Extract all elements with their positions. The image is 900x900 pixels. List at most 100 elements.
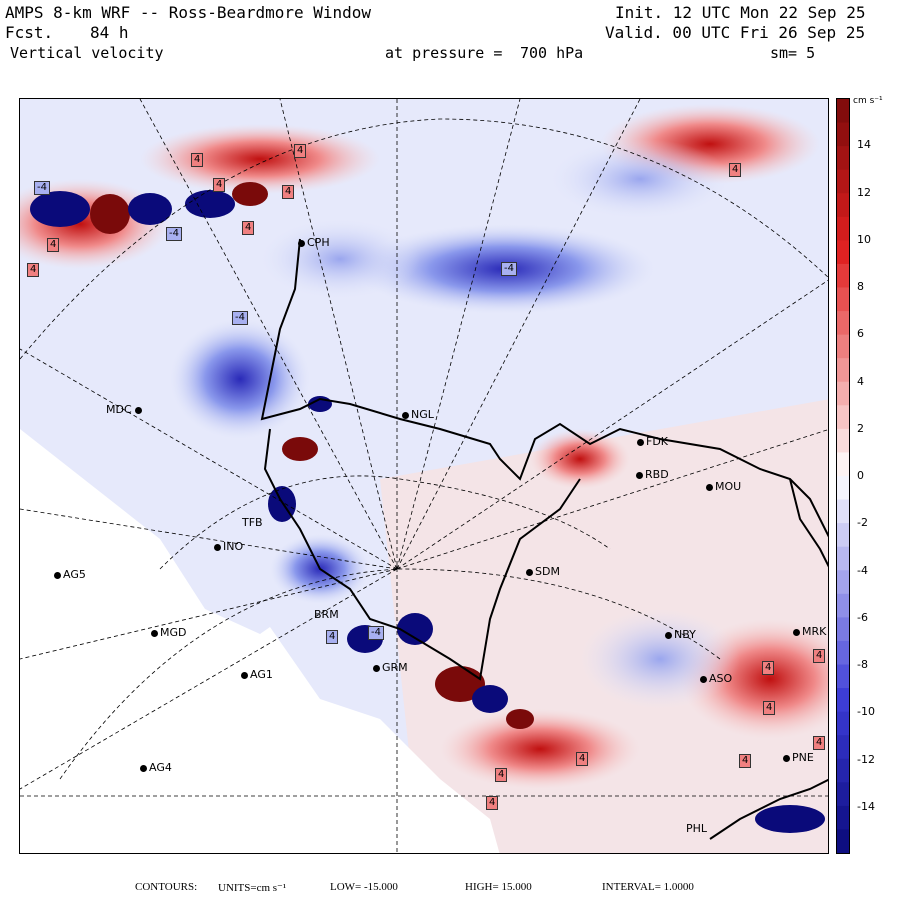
colorbar-segment <box>837 499 849 524</box>
station-cph[interactable]: CPH <box>298 236 330 249</box>
mountain-wave-nw <box>30 182 268 234</box>
station-rbd[interactable]: RBD <box>636 468 669 481</box>
coastline-southeast <box>709 778 828 840</box>
contour-label: 4 <box>762 661 775 675</box>
cell-blue-north <box>260 219 420 299</box>
cell-blue-ne <box>550 139 730 219</box>
forecast-label: Fcst. <box>5 23 54 42</box>
variable-name: Vertical velocity <box>10 44 164 62</box>
contour-label: -4 <box>368 626 384 640</box>
colorbar-fill <box>837 99 849 854</box>
contour-label: 4 <box>213 178 226 192</box>
colorbar-tick-label: 0 <box>857 469 864 482</box>
station-nby[interactable]: NBY <box>665 628 696 641</box>
colorbar-tick-label: -14 <box>857 799 875 813</box>
station-phl[interactable]: PHL <box>686 822 708 835</box>
contour-label: 4 <box>813 736 826 750</box>
valid-time: Valid. 00 UTC Fri 26 Sep 25 <box>605 23 866 42</box>
contour-label: 4 <box>27 263 40 277</box>
station-mgd[interactable]: MGD <box>151 626 187 639</box>
colorbar-segment <box>837 146 849 171</box>
colorbar-tick-label: -2 <box>857 516 868 530</box>
colorbar-segment <box>837 428 849 453</box>
colorbar-segment <box>837 711 849 736</box>
contour-label: 4 <box>282 185 295 199</box>
colorbar <box>836 98 850 854</box>
station-mdc[interactable]: MDC <box>106 403 144 416</box>
contour-label: 4 <box>763 701 776 715</box>
station-mrk[interactable]: MRK <box>793 625 826 638</box>
coastline-central <box>263 428 581 681</box>
contour-label: 4 <box>576 752 589 766</box>
colorbar-segment <box>837 546 849 571</box>
contour-label: -4 <box>166 227 182 241</box>
contour-label: 4 <box>739 754 752 768</box>
colorbar-segment <box>837 593 849 618</box>
level-label: at pressure = <box>385 44 503 62</box>
contour-label: 4 <box>47 238 60 252</box>
colorbar-segment <box>837 523 849 548</box>
footer-contours-label: CONTOURS: <box>135 881 198 893</box>
cell-red-nw <box>140 124 380 194</box>
contour-label: -4 <box>34 181 50 195</box>
contour-label: -4 <box>232 311 248 325</box>
contour-label: 4 <box>326 630 339 644</box>
vertical-velocity-map: CPH MDC NGL FDK RBD MOU TFB INO AG5 SDM … <box>19 98 829 854</box>
colorbar-tick-label: -10 <box>857 705 875 719</box>
init-time: Init. 12 UTC Mon 22 Sep 25 <box>615 3 866 22</box>
station-brm[interactable]: BRM <box>314 608 339 621</box>
contour-label: 4 <box>729 163 742 177</box>
footer-interval: INTERVAL= 1.0000 <box>602 881 694 893</box>
station-ag5[interactable]: AG5 <box>54 568 86 581</box>
coastline-east <box>789 478 828 568</box>
station-ngl[interactable]: NGL <box>402 408 434 421</box>
station-sdm[interactable]: SDM <box>526 565 560 578</box>
colorbar-segment <box>837 758 849 783</box>
colorbar-segment <box>837 381 849 406</box>
station-ino[interactable]: INO <box>214 540 243 553</box>
colorbar-tick-label: 12 <box>857 185 871 199</box>
contour-label: 4 <box>242 221 255 235</box>
cell-blue-west <box>170 319 310 439</box>
footer-units: UNITS=cm s⁻¹ <box>218 882 287 894</box>
colorbar-segment <box>837 782 849 807</box>
station-mou[interactable]: MOU <box>706 480 741 493</box>
colorbar-segment <box>837 263 849 288</box>
footer-high: HIGH= 15.000 <box>465 881 532 893</box>
colorbar-segment <box>837 617 849 642</box>
forecast-hour: 84 h <box>90 23 129 42</box>
colorbar-segment <box>837 287 849 312</box>
colorbar-segment <box>837 640 849 665</box>
colorbar-segment <box>837 570 849 595</box>
station-grm[interactable]: GRM <box>373 661 408 674</box>
colorbar-segment <box>837 805 849 830</box>
lat-lon-grid <box>20 99 828 853</box>
colorbar-segment <box>837 311 849 336</box>
map-title: AMPS 8-km WRF -- Ross-Beardmore Window <box>5 3 372 22</box>
map-canvas <box>20 99 828 853</box>
station-fdk[interactable]: FDK <box>637 435 668 448</box>
colorbar-tick-label: -12 <box>857 752 875 766</box>
colorbar-segment <box>837 99 849 124</box>
colorbar-segment <box>837 240 849 265</box>
colorbar-segment <box>837 358 849 383</box>
colorbar-segment <box>837 193 849 218</box>
colorbar-segment <box>837 405 849 430</box>
station-aso[interactable]: ASO <box>700 672 732 685</box>
colorbar-tick-label: 2 <box>857 421 864 435</box>
colorbar-segment <box>837 829 849 854</box>
contour-label: 4 <box>486 796 499 810</box>
station-pne[interactable]: PNE <box>783 751 814 764</box>
colorbar-tick-label: 8 <box>857 280 864 293</box>
smoothing-value: sm= 5 <box>770 44 816 62</box>
colorbar-segment <box>837 688 849 713</box>
cell-blue-se <box>580 609 740 709</box>
contour-label: 4 <box>495 768 508 782</box>
colorbar-tick-label: -4 <box>857 563 868 577</box>
cell-red-s <box>440 709 640 789</box>
station-ag1[interactable]: AG1 <box>241 668 273 681</box>
footer-low: LOW= -15.000 <box>330 881 398 893</box>
station-ag4[interactable]: AG4 <box>140 761 172 774</box>
station-tfb[interactable]: TFB <box>242 516 263 529</box>
colorbar-segment <box>837 476 849 501</box>
